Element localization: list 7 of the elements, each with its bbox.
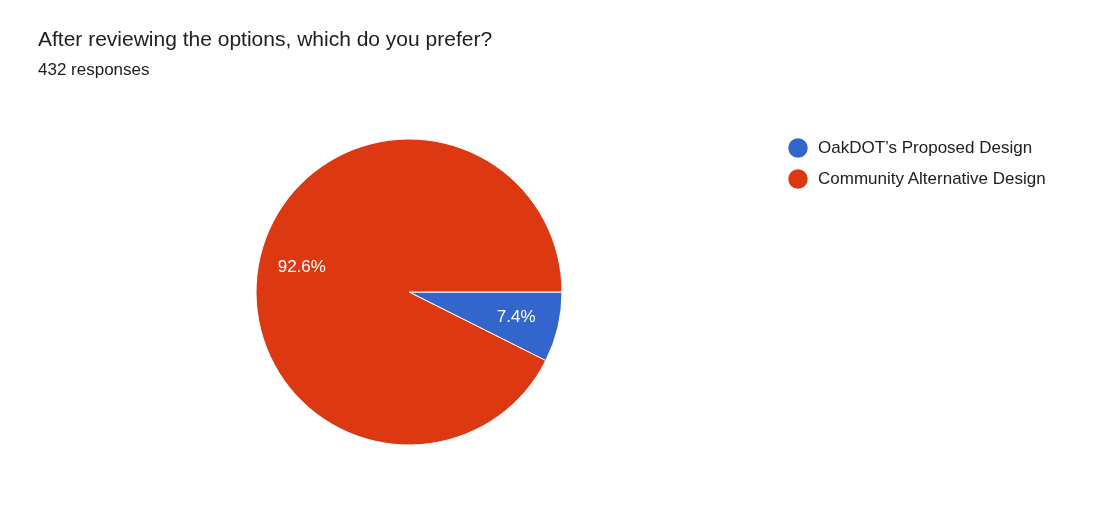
data-label: 92.6% [277, 256, 326, 276]
data-label: 7.4% [496, 307, 536, 327]
pie-slice [255, 138, 563, 446]
text: 432 responses [38, 60, 150, 79]
legend-label: OakDOT’s Proposed Design [818, 138, 1033, 157]
legend-label: Community Alternative Design [818, 169, 1046, 188]
chart-title: After reviewing the options, which do you prefer? [38, 27, 493, 50]
